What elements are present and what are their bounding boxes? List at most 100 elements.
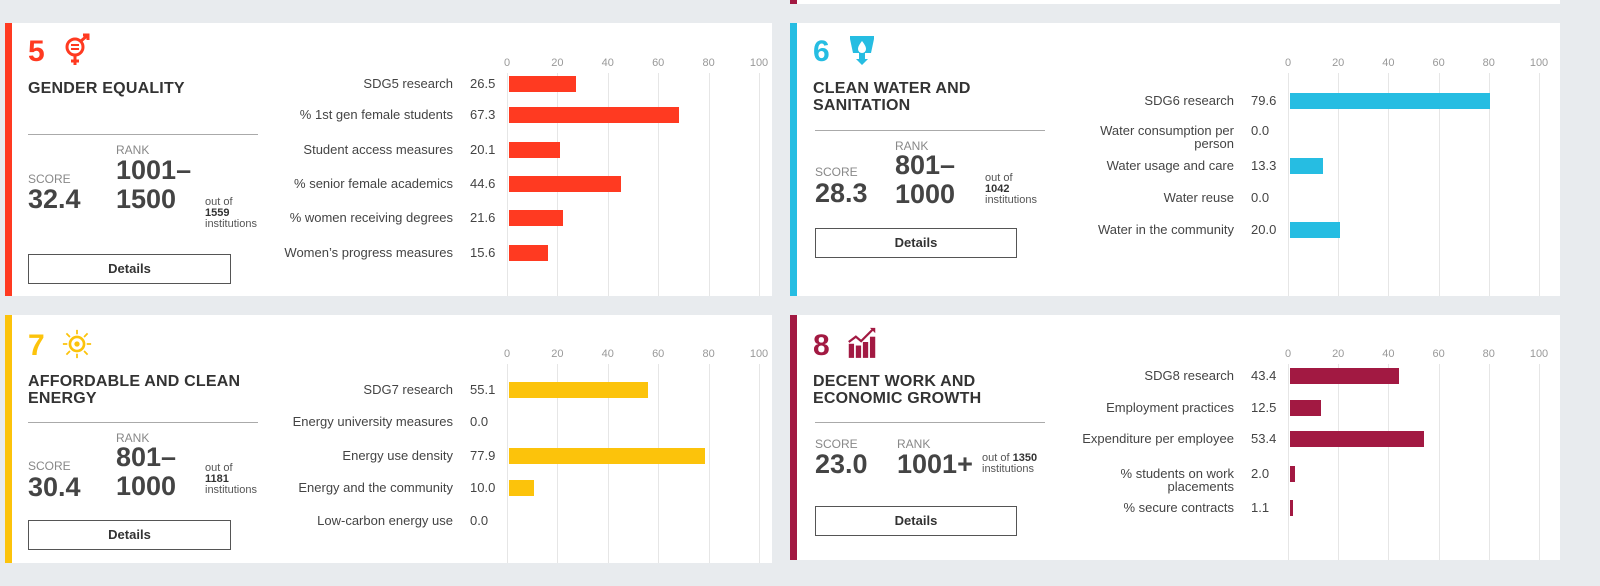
- bar-category-label: % secure contracts: [1123, 500, 1234, 515]
- bar-category-label: Expenditure per employee: [1082, 431, 1234, 446]
- bar-category-label: Employment practices: [1106, 400, 1234, 415]
- bar-value-label: 53.4: [1251, 431, 1277, 446]
- sdg7-chart: 0 20 40 60 80 100 SDG7 research 55.1 Energy univ…: [12, 315, 772, 563]
- details-button[interactable]: Details: [28, 520, 231, 550]
- rank-label: RANK: [116, 143, 150, 157]
- score-label: SCORE: [815, 165, 858, 179]
- gridline: [658, 73, 660, 296]
- bar: [509, 76, 576, 92]
- score-value: 23.0: [815, 449, 868, 479]
- bar: [509, 382, 648, 398]
- sdg6-card: 0 20 40 60 80 100 SDG6 research 79.6 Water consu…: [790, 23, 1560, 296]
- x-tick-label: 40: [601, 348, 614, 360]
- sun-energy-icon: [62, 329, 92, 359]
- divider: [28, 134, 258, 135]
- divider: [28, 422, 258, 423]
- out-of-label: out of: [205, 196, 233, 208]
- bar-category-label: Water reuse: [1163, 190, 1234, 205]
- rank-value-line1: 1001–: [116, 155, 192, 185]
- sdg-number: 6: [813, 35, 830, 68]
- total-institutions: 1559: [205, 207, 230, 219]
- sdg-number: 7: [28, 329, 45, 362]
- bar: [509, 245, 549, 261]
- rank-label: RANK: [895, 139, 929, 153]
- score-value: 32.4: [28, 184, 81, 214]
- bar-value-label: 77.9: [470, 448, 496, 463]
- gridline: [1388, 73, 1390, 296]
- gender-equality-icon: [65, 33, 90, 65]
- bar: [509, 176, 622, 192]
- bar-value-label: 15.6: [470, 245, 496, 260]
- rank-value-line1: 801–: [116, 442, 177, 472]
- x-tick-label: 80: [702, 57, 715, 69]
- x-tick-label: 0: [503, 348, 511, 360]
- gridline: [1338, 73, 1340, 296]
- bar-category-label: Energy university measures: [292, 414, 453, 429]
- gridline: [507, 364, 508, 563]
- bar: [1290, 500, 1293, 516]
- bar: [1290, 368, 1399, 384]
- bar-value-label: 79.6: [1251, 93, 1277, 108]
- bar-value-label: 13.3: [1251, 158, 1277, 173]
- bar: [509, 210, 564, 226]
- bar-category-label: % students on work placements: [1120, 466, 1234, 494]
- bar-category-label: Water in the community: [1097, 222, 1234, 237]
- x-tick-label: 100: [749, 57, 769, 69]
- bar-value-label: 1.1: [1251, 500, 1270, 515]
- bar: [509, 107, 679, 123]
- rank-value-line2: 1000: [116, 471, 177, 501]
- total-institutions: 1042: [985, 183, 1010, 195]
- details-button[interactable]: Details: [815, 228, 1017, 258]
- x-tick-label: 40: [1382, 57, 1395, 69]
- x-tick-label: 80: [702, 348, 715, 360]
- score-label: SCORE: [28, 172, 71, 186]
- x-tick-label: 100: [1529, 57, 1549, 69]
- out-of-text: out of 1559 institutions: [205, 197, 257, 230]
- gridline: [1438, 364, 1440, 560]
- gridline: [1338, 364, 1340, 560]
- bar-category-label: Low-carbon energy use: [317, 513, 453, 528]
- bar-category-label: Student access measures: [303, 142, 453, 157]
- bar-category-label: SDG6 research: [1144, 93, 1234, 108]
- x-tick-label: 60: [1432, 57, 1445, 69]
- institutions-label: institutions: [205, 218, 257, 230]
- x-tick-label: 100: [749, 348, 769, 360]
- out-of-text: out of 1350 institutions: [982, 453, 1037, 475]
- sdg-number: 8: [813, 329, 830, 362]
- details-button[interactable]: Details: [28, 254, 231, 284]
- bar-value-label: 20.1: [470, 142, 496, 157]
- bar-category-label: Water usage and care: [1106, 158, 1234, 173]
- sdg8-chart: 0 20 40 60 80 100 SDG8 research 43.4 Employment …: [797, 315, 1560, 560]
- bar-category-label: SDG7 research: [363, 382, 453, 397]
- x-tick-label: 20: [551, 348, 564, 360]
- rank-value-line2: 1500: [116, 184, 177, 214]
- institutions-label: institutions: [982, 463, 1034, 475]
- gridline: [759, 364, 760, 563]
- x-tick-label: 60: [1432, 348, 1445, 360]
- x-tick-label: 100: [1529, 348, 1549, 360]
- out-of-label: out of: [985, 172, 1013, 184]
- sdg-number: 5: [28, 35, 45, 68]
- bar-value-label: 21.6: [470, 210, 496, 225]
- bar-value-label: 0.0: [1251, 190, 1270, 205]
- bar: [1290, 93, 1490, 109]
- bar-category-label: Water consumption per person: [1100, 123, 1234, 151]
- bar-value-label: 12.5: [1251, 400, 1277, 415]
- out-of-text: out of 1181 institutions: [205, 463, 257, 496]
- gridline: [1388, 364, 1390, 560]
- bar-value-label: 2.0: [1251, 466, 1270, 481]
- bar: [1290, 222, 1341, 238]
- bar: [1290, 158, 1324, 174]
- details-button[interactable]: Details: [815, 506, 1017, 536]
- bar: [1290, 400, 1322, 416]
- bar-value-label: 20.0: [1251, 222, 1277, 237]
- institutions-label: institutions: [985, 194, 1037, 206]
- gridline: [1488, 73, 1490, 296]
- x-tick-label: 0: [1284, 57, 1292, 69]
- bar: [1290, 431, 1425, 447]
- sdg5-chart: 0 20 40 60 80 100 SDG5 research 26.5 % 1st gen f…: [12, 23, 772, 296]
- out-of-text: out of 1042 institutions: [985, 173, 1037, 206]
- bar-value-label: 55.1: [470, 382, 496, 397]
- bar: [1290, 466, 1296, 482]
- institutions-label: institutions: [205, 484, 257, 496]
